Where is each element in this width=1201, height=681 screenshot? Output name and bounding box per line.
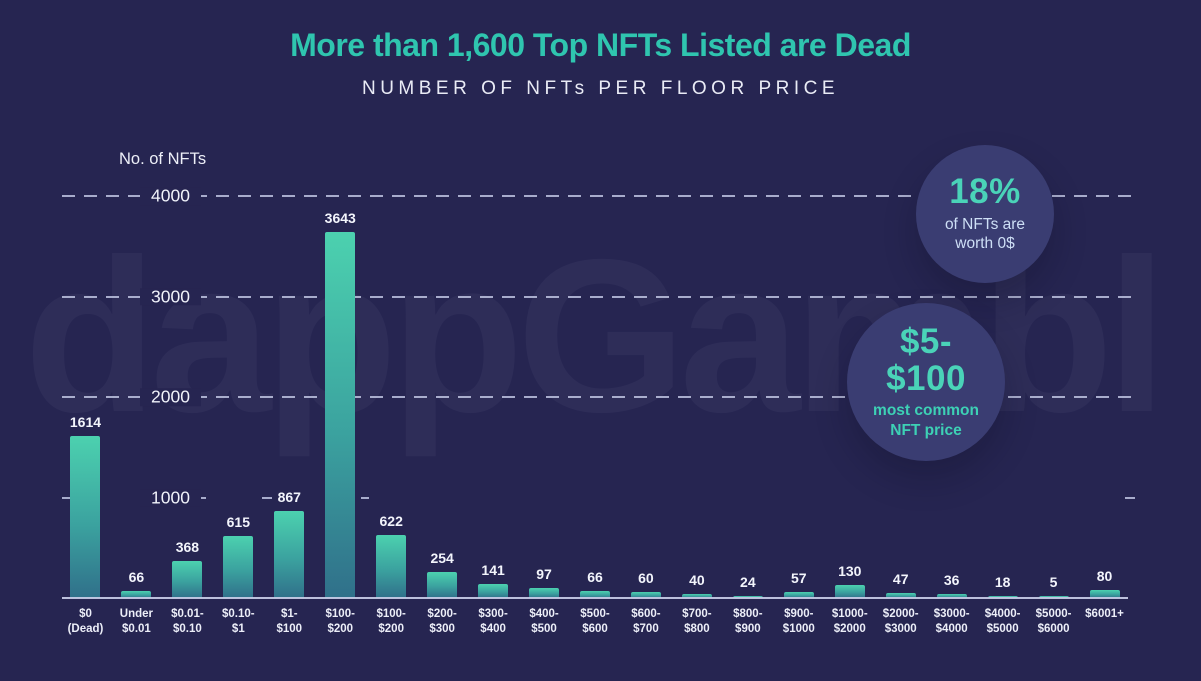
gridline-4000: 4000 [62,187,1135,205]
bar-5 [274,510,305,598]
x-category-label: $200- $300 [427,608,457,635]
x-category-label: $100- $200 [325,608,355,635]
bar-2 [121,591,152,598]
bar-8 [427,572,458,598]
gridline-1000-dash [361,496,369,499]
bar-value-label: 18 [994,574,1011,590]
bar-value-label: 3643 [324,209,356,226]
x-category-label: $3000- $4000 [933,608,970,635]
x-category-label: $6001+ [1085,608,1124,620]
x-axis-baseline [62,597,1128,599]
bar-11 [580,591,610,598]
bar-value-label: 130 [838,562,862,579]
x-category-label: $800- $900 [733,608,763,635]
gridline-1000-dash [196,496,206,499]
page-title: More than 1,600 Top NFTs Listed are Dead [290,27,911,63]
bar-3 [172,561,203,598]
bar-21 [1089,589,1120,598]
x-category-label: $1- $100 [276,608,303,635]
bar-value-label: 141 [481,561,505,578]
bar-10 [529,588,560,598]
x-category-label: $4000- $5000 [984,608,1021,635]
y-tick-label-1000: 1000 [140,488,201,507]
x-category-label: $300- $400 [478,608,508,635]
x-category-label: $900- $1000 [782,608,815,635]
gridline-1000-dash [1125,496,1135,499]
badge-most-common-price-value: $5- $100 [886,321,966,398]
bar-value-label: 60 [638,569,654,586]
bar-17 [885,593,916,598]
bar-12 [630,591,661,598]
bar-18 [936,594,967,598]
bar-value-label: 57 [791,570,807,587]
gridline-1000: 1000 [62,488,1135,507]
x-category-label: $2000- $3000 [882,608,919,635]
bar-9 [478,583,509,598]
bar-value-label: 66 [587,569,603,586]
bar-value-label: 254 [430,550,454,567]
bar-value-label: 66 [128,569,145,586]
bar-value-label: 5 [1049,574,1058,590]
bar-value-label: 24 [740,573,756,590]
bar-4 [223,536,254,598]
x-category-label: $700- $800 [682,608,712,635]
badge-worth-zero: 18% of NFTs are worth 0$ [916,145,1054,283]
bar-value-label: 97 [536,566,552,583]
x-category-label: $0.01- $0.10 [171,608,204,635]
bar-value-label: 80 [1096,567,1113,584]
bar-value-label: 40 [689,571,705,588]
y-tick-label-2000: 2000 [140,388,201,406]
y-tick-label-3000: 3000 [140,287,201,306]
bar-1 [70,435,101,598]
bar-value-label: 867 [277,488,301,505]
x-category-label: $0 (Dead) [67,608,104,635]
bar-value-label: 1614 [69,413,102,430]
bar-value-label: 36 [943,572,960,589]
bar-15 [783,592,814,598]
y-tick-label-4000: 4000 [140,187,201,205]
bar-value-label: 47 [892,571,909,588]
bar-6 [325,231,356,598]
gridline-2000: 2000 [62,388,1135,406]
bar-value-label: 615 [226,514,250,531]
page-subtitle: NUMBER OF NFTs PER FLOOR PRICE [361,78,840,99]
x-category-label: $5000- $6000 [1035,608,1072,635]
x-category-label: $0.10- $1 [222,608,255,635]
badge-worth-zero-caption: of NFTs are worth 0$ [944,216,1026,253]
bar-value-label: 622 [379,513,403,530]
bar-value-label: 368 [175,539,200,556]
bar-14 [732,595,763,598]
bar-7 [376,535,407,598]
x-category-label: $100- $200 [376,608,406,635]
bar-16 [834,584,865,598]
badge-most-common-price-caption: most common NFT price [873,402,979,439]
badge-worth-zero-value: 18% [949,172,1021,212]
gridline-1000-dash [262,496,272,499]
x-category-label: $1000- $2000 [831,608,868,635]
gridline-1000-dash [62,496,72,499]
y-axis-title: No. of NFTs [119,150,207,168]
badge-most-common-price: $5- $100 most common NFT price [847,303,1005,461]
gridline-3000: 3000 [62,287,1135,306]
x-category-label: $500- $600 [580,608,610,635]
x-category-label: $600- $700 [631,608,661,635]
x-category-label: Under $0.01 [119,608,154,635]
x-category-label: $400- $500 [529,608,559,635]
bar-13 [681,593,712,598]
